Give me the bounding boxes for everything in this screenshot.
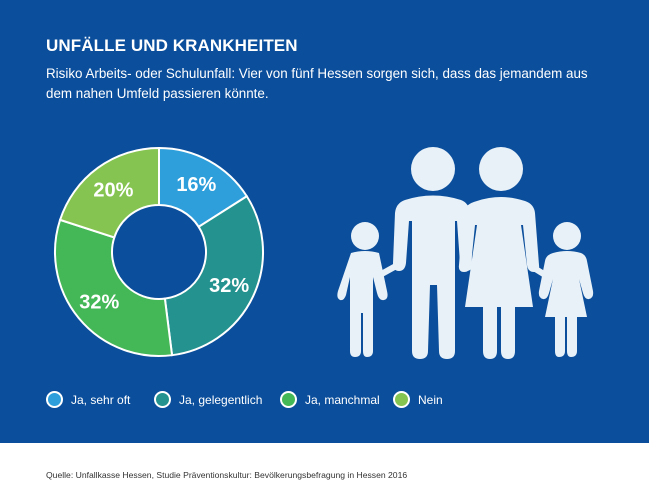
legend-swatch — [46, 391, 63, 408]
legend-label: Ja, manchmal — [305, 392, 380, 407]
legend-item-nein: Nein — [393, 391, 443, 408]
chart-legend: Ja, sehr oft Ja, gelegentlich Ja, manchm… — [46, 391, 606, 413]
donut-slice-2 — [54, 218, 174, 357]
legend-item-ja-manchmal: Ja, manchmal — [280, 391, 380, 408]
donut-chart: 16% 32% 32% 20% — [54, 147, 264, 357]
legend-swatch — [280, 391, 297, 408]
slice-label-3: 20% — [93, 179, 133, 201]
page-title: UNFÄLLE UND KRANKHEITEN — [46, 36, 298, 55]
infographic-panel: UNFÄLLE UND KRANKHEITEN Risiko Arbeits- … — [0, 0, 649, 443]
legend-item-ja-sehr-oft: Ja, sehr oft — [46, 391, 130, 408]
source-note: Quelle: Unfallkasse Hessen, Studie Präve… — [46, 470, 408, 480]
donut-slice-3 — [58, 147, 160, 239]
legend-label: Nein — [418, 392, 443, 407]
legend-swatch — [393, 391, 410, 408]
legend-label: Ja, sehr oft — [71, 392, 131, 407]
legend-swatch — [154, 391, 171, 408]
slice-label-1: 32% — [209, 275, 249, 297]
slice-label-0: 16% — [176, 174, 216, 196]
page-subtitle: Risiko Arbeits- oder Schulunfall: Vier v… — [46, 66, 588, 101]
legend-item-ja-gelegentlich: Ja, gelegentlich — [154, 391, 262, 408]
legend-label: Ja, gelegentlich — [179, 392, 263, 407]
family-icon — [337, 147, 594, 359]
slice-label-2: 32% — [79, 291, 119, 313]
donut-slice-1 — [163, 194, 264, 357]
